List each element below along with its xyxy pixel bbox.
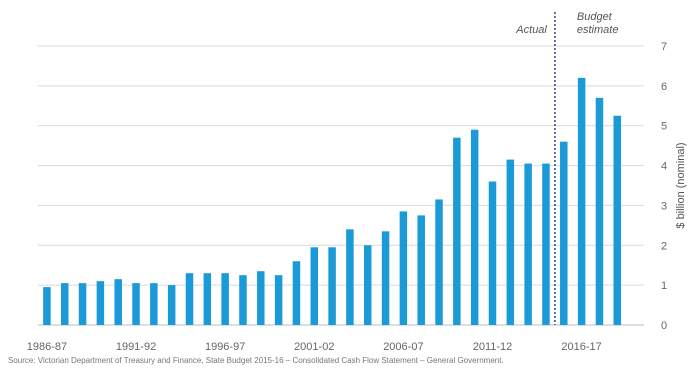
bar [257, 271, 265, 325]
y-tick-label: 5 [661, 121, 667, 133]
bar [60, 283, 69, 325]
source-note: Source: Victorian Department of Treasury… [8, 356, 504, 365]
bar [363, 245, 372, 325]
bar [595, 97, 604, 325]
bar [43, 287, 51, 325]
x-tick-label: 1986-87 [27, 341, 67, 353]
bar [435, 199, 443, 325]
x-tick-label: 2011-12 [473, 341, 513, 353]
bar [524, 163, 532, 325]
bar [96, 281, 105, 325]
bar [399, 211, 408, 325]
y-tick-label: 1 [661, 280, 667, 292]
bar [78, 283, 87, 325]
y-axis-label: $ billion (nominal) [675, 142, 687, 228]
bar [506, 159, 515, 325]
annotation-budget-estimate: estimate [577, 24, 619, 36]
bar [577, 77, 586, 325]
bar [239, 275, 247, 325]
bar [328, 247, 336, 325]
bar [381, 231, 390, 325]
y-tick-label: 0 [661, 320, 667, 332]
y-tick-label: 3 [661, 200, 667, 212]
bar [310, 247, 319, 325]
bar [114, 279, 122, 325]
bar [274, 275, 283, 325]
bar [346, 229, 354, 325]
y-tick-label: 6 [661, 81, 667, 93]
x-tick-label: 1996-97 [205, 341, 245, 353]
bar [203, 273, 212, 325]
bar [488, 181, 497, 325]
bar [453, 137, 461, 325]
x-tick-label: 2006-07 [383, 341, 423, 353]
x-tick-label: 1991-92 [116, 341, 156, 353]
y-tick-label: 7 [661, 41, 667, 53]
bar [417, 215, 425, 325]
bar [560, 141, 568, 325]
x-tick-label: 2016-17 [561, 341, 601, 353]
bar [185, 273, 194, 325]
y-tick-label: 4 [661, 161, 667, 173]
annotation-actual: Actual [515, 24, 547, 36]
bar [470, 129, 479, 325]
annotation-budget-estimate: Budget [577, 11, 613, 23]
bar [292, 261, 301, 325]
y-tick-label: 2 [661, 240, 667, 252]
x-tick-label: 2001-02 [294, 341, 334, 353]
bar [132, 283, 140, 325]
bar [150, 283, 158, 325]
bar [542, 163, 550, 325]
bar [167, 285, 176, 325]
bar [221, 273, 229, 325]
bar [613, 115, 622, 325]
